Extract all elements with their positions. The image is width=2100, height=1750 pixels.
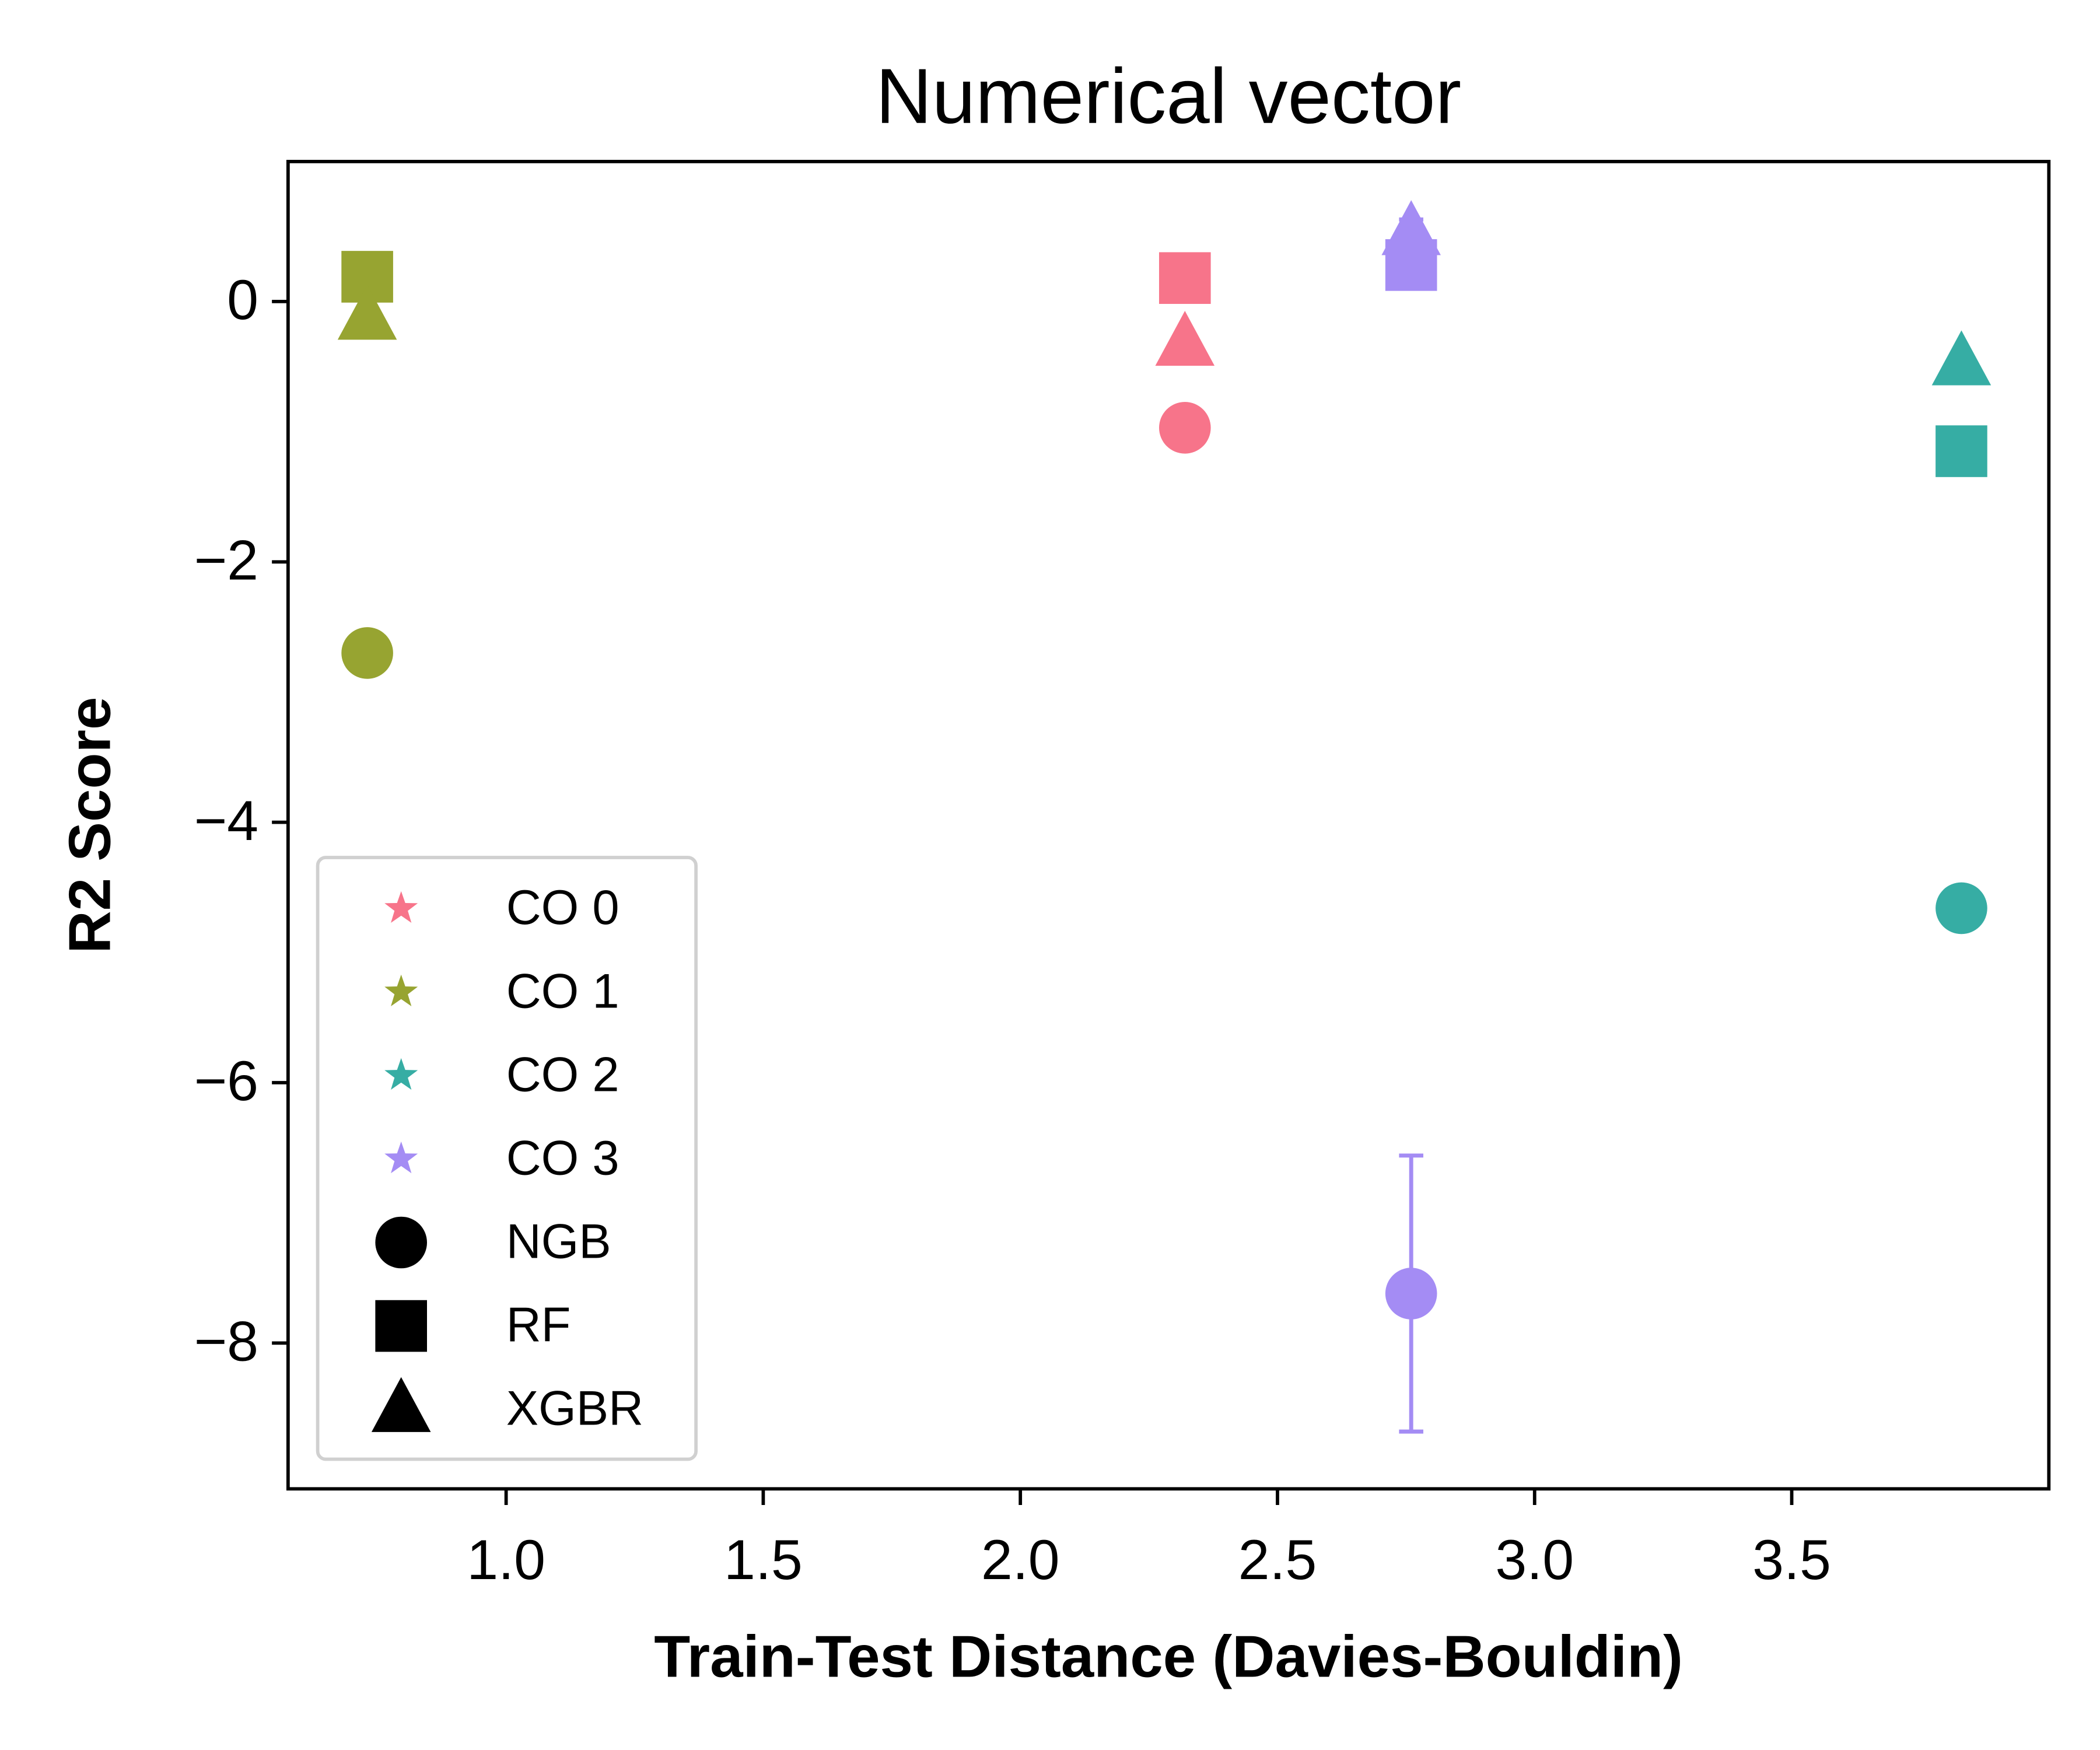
point xyxy=(1931,330,1992,386)
y-tick-label: −2 xyxy=(194,528,258,592)
x-tick-label: 1.5 xyxy=(724,1528,803,1591)
point xyxy=(1385,1268,1437,1320)
legend-label: RF xyxy=(506,1298,571,1352)
x-tick-label: 2.0 xyxy=(981,1528,1060,1591)
legend-marker xyxy=(384,974,418,1007)
y-tick-label: −6 xyxy=(194,1049,258,1112)
point xyxy=(1381,200,1441,256)
point xyxy=(341,627,393,679)
legend-label: NGB xyxy=(506,1214,611,1269)
chart-title: Numerical vector xyxy=(876,53,1461,140)
point xyxy=(1158,402,1211,454)
legend-label: CO 1 xyxy=(506,964,620,1018)
x-tick-label: 1.0 xyxy=(467,1528,545,1591)
y-tick-label: −8 xyxy=(194,1310,258,1373)
legend-label: CO 2 xyxy=(506,1047,620,1101)
x-tick-label: 3.5 xyxy=(1752,1528,1831,1591)
point xyxy=(1158,252,1211,304)
x-axis-label: Train-Test Distance (Davies-Bouldin) xyxy=(654,1623,1683,1690)
y-axis-label: R2 Score xyxy=(56,697,123,954)
legend-label: CO 0 xyxy=(506,880,620,935)
legend-marker xyxy=(384,1141,418,1174)
point xyxy=(1936,882,1987,935)
y-tick-label: 0 xyxy=(227,268,258,331)
point xyxy=(337,285,397,340)
x-tick-label: 2.5 xyxy=(1238,1528,1317,1591)
point xyxy=(1155,310,1215,366)
legend-marker xyxy=(384,891,418,923)
legend-marker xyxy=(384,1058,418,1090)
legend-label: CO 3 xyxy=(506,1130,620,1185)
x-tick-label: 3.0 xyxy=(1495,1528,1574,1591)
legend-marker xyxy=(371,1377,431,1432)
legend-marker xyxy=(375,1216,427,1269)
point xyxy=(1936,425,1987,477)
y-tick-label: −4 xyxy=(194,789,258,852)
legend-label: XGBR xyxy=(506,1381,643,1436)
legend-marker xyxy=(375,1300,427,1352)
plot-frame xyxy=(286,160,2051,1491)
